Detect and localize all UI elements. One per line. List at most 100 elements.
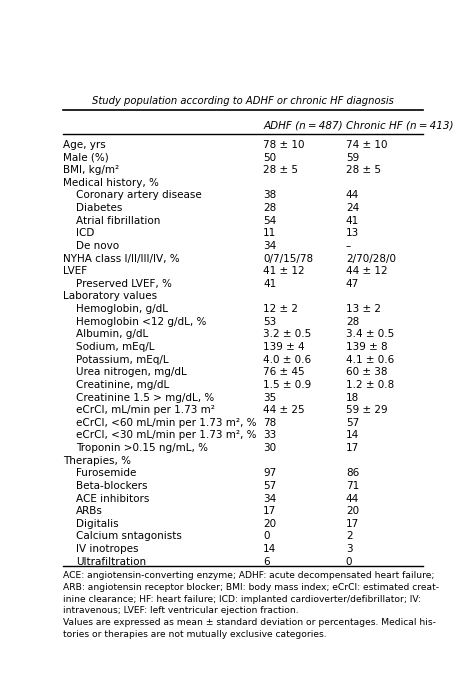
- Text: 0: 0: [346, 557, 352, 566]
- Text: Diabetes: Diabetes: [76, 203, 122, 213]
- Text: ARBs: ARBs: [76, 506, 103, 516]
- Text: 4.0 ± 0.6: 4.0 ± 0.6: [263, 355, 311, 364]
- Text: 2: 2: [346, 531, 352, 542]
- Text: Laboratory values: Laboratory values: [63, 291, 157, 302]
- Text: eCrCl, <60 mL/min per 1.73 m², %: eCrCl, <60 mL/min per 1.73 m², %: [76, 418, 256, 428]
- Text: 14: 14: [263, 544, 276, 554]
- Text: 41: 41: [263, 279, 276, 289]
- Text: 34: 34: [263, 241, 276, 251]
- Text: 38: 38: [263, 190, 276, 200]
- Text: 0: 0: [263, 531, 270, 542]
- Text: Urea nitrogen, mg/dL: Urea nitrogen, mg/dL: [76, 367, 187, 378]
- Text: Medical history, %: Medical history, %: [63, 178, 159, 188]
- Text: Calcium sntagonists: Calcium sntagonists: [76, 531, 182, 542]
- Text: 20: 20: [263, 519, 276, 528]
- Text: 76 ± 45: 76 ± 45: [263, 367, 305, 378]
- Text: 41: 41: [346, 216, 359, 226]
- Text: 14: 14: [346, 431, 359, 440]
- Text: 3: 3: [346, 544, 352, 554]
- Text: 47: 47: [346, 279, 359, 289]
- Text: 57: 57: [346, 418, 359, 428]
- Text: 30: 30: [263, 443, 276, 453]
- Text: 20: 20: [346, 506, 359, 516]
- Text: Albumin, g/dL: Albumin, g/dL: [76, 329, 148, 340]
- Text: De novo: De novo: [76, 241, 119, 251]
- Text: 60 ± 38: 60 ± 38: [346, 367, 387, 378]
- Text: 17: 17: [346, 519, 359, 528]
- Text: 12 ± 2: 12 ± 2: [263, 304, 298, 314]
- Text: Coronary artery disease: Coronary artery disease: [76, 190, 201, 200]
- Text: Digitalis: Digitalis: [76, 519, 118, 528]
- Text: Beta-blockers: Beta-blockers: [76, 481, 147, 491]
- Text: eCrCl, <30 mL/min per 1.73 m², %: eCrCl, <30 mL/min per 1.73 m², %: [76, 431, 256, 440]
- Text: 1.2 ± 0.8: 1.2 ± 0.8: [346, 380, 394, 390]
- Text: 11: 11: [263, 228, 276, 238]
- Text: Furosemide: Furosemide: [76, 469, 136, 478]
- Text: Potassium, mEq/L: Potassium, mEq/L: [76, 355, 168, 364]
- Text: NYHA class I/II/III/IV, %: NYHA class I/II/III/IV, %: [63, 254, 180, 264]
- Text: 0/7/15/78: 0/7/15/78: [263, 254, 313, 264]
- Text: 13 ± 2: 13 ± 2: [346, 304, 381, 314]
- Text: 18: 18: [346, 393, 359, 402]
- Text: ARB: angiotensin receptor blocker; BMI: body mass index; eCrCl: estimated creat-: ARB: angiotensin receptor blocker; BMI: …: [63, 583, 439, 592]
- Text: 71: 71: [346, 481, 359, 491]
- Text: 44 ± 25: 44 ± 25: [263, 405, 305, 415]
- Text: 57: 57: [263, 481, 276, 491]
- Text: Hemoglobin <12 g/dL, %: Hemoglobin <12 g/dL, %: [76, 317, 206, 327]
- Text: LVEF: LVEF: [63, 266, 87, 276]
- Text: 24: 24: [346, 203, 359, 213]
- Text: Creatinine, mg/dL: Creatinine, mg/dL: [76, 380, 169, 390]
- Text: Sodium, mEq/L: Sodium, mEq/L: [76, 342, 154, 352]
- Text: 97: 97: [263, 469, 276, 478]
- Text: Values are expressed as mean ± standard deviation or percentages. Medical his-: Values are expressed as mean ± standard …: [63, 618, 436, 627]
- Text: ACE inhibitors: ACE inhibitors: [76, 493, 149, 504]
- Text: Hemoglobin, g/dL: Hemoglobin, g/dL: [76, 304, 168, 314]
- Text: 44: 44: [346, 190, 359, 200]
- Text: 33: 33: [263, 431, 276, 440]
- Text: inine clearance; HF: heart failure; ICD: implanted cardioverter/defibrillator; I: inine clearance; HF: heart failure; ICD:…: [63, 595, 421, 604]
- Text: 28 ± 5: 28 ± 5: [263, 165, 298, 175]
- Text: tories or therapies are not mutually exclusive categories.: tories or therapies are not mutually exc…: [63, 630, 327, 639]
- Text: eCrCl, mL/min per 1.73 m²: eCrCl, mL/min per 1.73 m²: [76, 405, 215, 415]
- Text: BMI, kg/m²: BMI, kg/m²: [63, 165, 119, 175]
- Text: Male (%): Male (%): [63, 152, 109, 163]
- Text: –: –: [346, 241, 351, 251]
- Text: 2/70/28/0: 2/70/28/0: [346, 254, 396, 264]
- Text: 4.1 ± 0.6: 4.1 ± 0.6: [346, 355, 394, 364]
- Text: 17: 17: [263, 506, 276, 516]
- Text: 139 ± 8: 139 ± 8: [346, 342, 387, 352]
- Text: 59: 59: [346, 152, 359, 163]
- Text: 34: 34: [263, 493, 276, 504]
- Text: 13: 13: [346, 228, 359, 238]
- Text: 50: 50: [263, 152, 276, 163]
- Text: intravenous; LVEF: left ventricular ejection fraction.: intravenous; LVEF: left ventricular ejec…: [63, 606, 299, 615]
- Text: 28 ± 5: 28 ± 5: [346, 165, 381, 175]
- Text: 1.5 ± 0.9: 1.5 ± 0.9: [263, 380, 311, 390]
- Text: Atrial fibrillation: Atrial fibrillation: [76, 216, 160, 226]
- Text: 17: 17: [346, 443, 359, 453]
- Text: Creatinine 1.5 > mg/dL, %: Creatinine 1.5 > mg/dL, %: [76, 393, 214, 402]
- Text: ICD: ICD: [76, 228, 94, 238]
- Text: Preserved LVEF, %: Preserved LVEF, %: [76, 279, 172, 289]
- Text: 44 ± 12: 44 ± 12: [346, 266, 387, 276]
- Text: Troponin >0.15 ng/mL, %: Troponin >0.15 ng/mL, %: [76, 443, 208, 453]
- Text: 28: 28: [346, 317, 359, 327]
- Text: 28: 28: [263, 203, 276, 213]
- Text: Ultrafiltration: Ultrafiltration: [76, 557, 146, 566]
- Text: 44: 44: [346, 493, 359, 504]
- Text: ACE: angiotensin-converting enzyme; ADHF: acute decompensated heart failure;: ACE: angiotensin-converting enzyme; ADHF…: [63, 571, 434, 580]
- Text: 3.4 ± 0.5: 3.4 ± 0.5: [346, 329, 394, 340]
- Text: IV inotropes: IV inotropes: [76, 544, 138, 554]
- Text: ADHF (n = 487): ADHF (n = 487): [263, 121, 343, 131]
- Text: 41 ± 12: 41 ± 12: [263, 266, 305, 276]
- Text: 78: 78: [263, 418, 276, 428]
- Text: 139 ± 4: 139 ± 4: [263, 342, 305, 352]
- Text: 54: 54: [263, 216, 276, 226]
- Text: 86: 86: [346, 469, 359, 478]
- Text: 78 ± 10: 78 ± 10: [263, 140, 305, 150]
- Text: Therapies, %: Therapies, %: [63, 455, 131, 466]
- Text: 59 ± 29: 59 ± 29: [346, 405, 387, 415]
- Text: Chronic HF (n = 413): Chronic HF (n = 413): [346, 121, 453, 131]
- Text: 6: 6: [263, 557, 270, 566]
- Text: Age, yrs: Age, yrs: [63, 140, 106, 150]
